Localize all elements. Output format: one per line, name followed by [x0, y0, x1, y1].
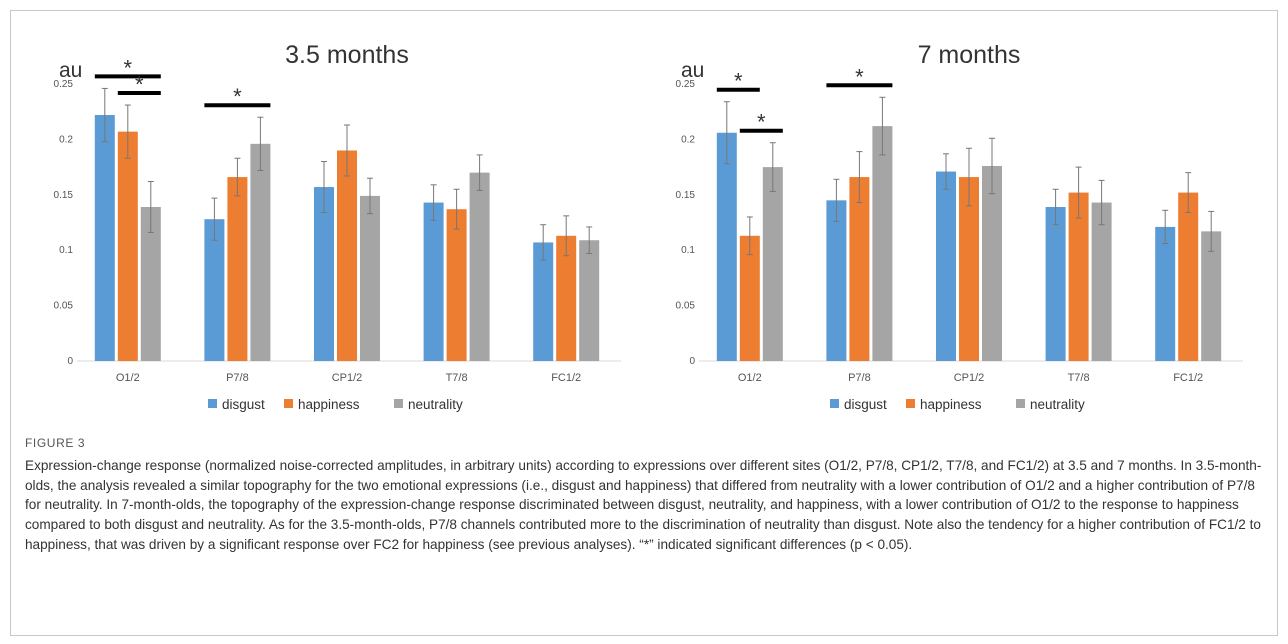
bar-happiness-CP1-2: [337, 150, 357, 361]
legend-label-disgust: disgust: [222, 397, 265, 412]
chart-title: 7 months: [918, 41, 1021, 69]
legend-swatch-disgust: [208, 399, 217, 408]
significance-star: *: [734, 69, 743, 94]
y-tick-label: 0.05: [54, 301, 74, 312]
y-tick-label: 0.2: [681, 134, 695, 145]
bar-happiness-O1-2: [117, 131, 138, 361]
bar-disgust-O1-2: [716, 132, 737, 361]
bar-neutrality-CP1-2: [982, 165, 1002, 361]
x-tick-label: FC1/2: [1173, 372, 1203, 384]
bar-happiness-T7-8: [1068, 192, 1089, 361]
y-tick-label: 0.15: [676, 190, 696, 201]
bar-disgust-O1-2: [94, 115, 115, 361]
bar-happiness-T7-8: [446, 209, 467, 361]
y-axis-label: au: [681, 59, 704, 82]
legend-label-happiness: happiness: [920, 397, 982, 412]
bar-happiness-CP1-2: [959, 177, 979, 361]
x-tick-label: T7/8: [1068, 372, 1090, 384]
bar-disgust-FC1-2: [1155, 226, 1176, 361]
figure-caption-block: FIGURE 3 Expression-change response (nor…: [25, 436, 1270, 555]
bar-neutrality-CP1-2: [360, 195, 380, 361]
y-tick-label: 0: [67, 356, 73, 367]
x-tick-label: O1/2: [738, 372, 762, 384]
bar-neutrality-T7-8: [469, 172, 490, 361]
legend-swatch-disgust: [830, 399, 839, 408]
significance-star: *: [233, 84, 242, 109]
legend-label-disgust: disgust: [844, 397, 887, 412]
y-tick-label: 0: [689, 356, 695, 367]
x-tick-label: P7/8: [848, 372, 871, 384]
y-tick-label: 0.25: [54, 79, 74, 90]
x-tick-label: O1/2: [116, 372, 140, 384]
figure-frame: 3.5 months au 0 0.05 0.1 0.15 0.2 0.25 O1/2 P7/8 C…: [10, 10, 1278, 636]
legend-label-neutrality: neutrality: [408, 397, 463, 412]
bar-neutrality-T7-8: [1091, 202, 1112, 361]
y-axis-label: au: [59, 59, 82, 82]
bar-happiness-P7-8: [849, 177, 870, 361]
bar-disgust-FC1-2: [533, 242, 554, 361]
significance-star: *: [135, 72, 144, 97]
x-tick-label: P7/8: [226, 372, 249, 384]
y-tick-label: 0.2: [59, 134, 73, 145]
significance-star: *: [757, 110, 766, 135]
y-tick-label: 0.25: [676, 79, 696, 90]
legend-label-happiness: happiness: [298, 397, 360, 412]
chart-7-months: 7 months au 0 0.05 0.1 0.15 0.2 0.25 O1/2 P7/8 CP1…: [676, 41, 1243, 412]
chart-title: 3.5 months: [285, 41, 409, 69]
legend-swatch-happiness: [284, 399, 293, 408]
legend-label-neutrality: neutrality: [1030, 397, 1085, 412]
bar-happiness-FC1-2: [556, 235, 577, 361]
bar-neutrality-P7-8: [872, 126, 893, 361]
bar-neutrality-O1-2: [140, 206, 161, 361]
legend-swatch-happiness: [906, 399, 915, 408]
y-tick-label: 0.1: [681, 245, 695, 256]
x-tick-label: CP1/2: [332, 372, 363, 384]
bar-disgust-T7-8: [423, 202, 444, 361]
y-tick-label: 0.1: [59, 245, 73, 256]
legend-swatch-neutrality: [394, 399, 403, 408]
bar-neutrality-FC1-2: [1201, 231, 1222, 361]
bar-disgust-CP1-2: [936, 171, 956, 361]
bar-disgust-P7-8: [204, 219, 225, 361]
significance-star: *: [124, 55, 133, 80]
bar-happiness-O1-2: [739, 235, 760, 361]
y-tick-label: 0.15: [54, 190, 74, 201]
bar-happiness-P7-8: [227, 177, 248, 361]
bar-happiness-FC1-2: [1178, 192, 1199, 361]
bar-neutrality-FC1-2: [579, 240, 600, 361]
significance-star: *: [855, 64, 864, 89]
x-tick-label: CP1/2: [954, 372, 985, 384]
legend-swatch-neutrality: [1016, 399, 1025, 408]
bar-disgust-CP1-2: [314, 187, 334, 361]
bar-neutrality-O1-2: [762, 167, 783, 361]
figure-label: FIGURE 3: [25, 436, 86, 450]
x-tick-label: FC1/2: [551, 372, 581, 384]
bar-disgust-T7-8: [1045, 206, 1066, 361]
bar-disgust-P7-8: [826, 200, 847, 361]
figure-caption: Expression-change response (normalized n…: [25, 458, 1262, 552]
chart-3-5-months: 3.5 months au 0 0.05 0.1 0.15 0.2 0.25 O1/2 P7/8 C…: [54, 41, 621, 412]
y-tick-label: 0.05: [676, 301, 696, 312]
bar-neutrality-P7-8: [250, 143, 271, 361]
x-tick-label: T7/8: [446, 372, 468, 384]
